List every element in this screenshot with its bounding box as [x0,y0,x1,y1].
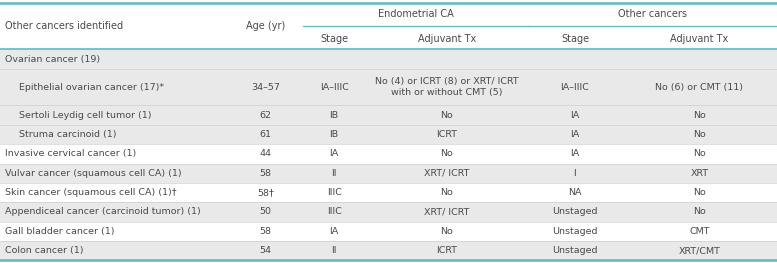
Text: 50: 50 [260,208,272,216]
Text: 61: 61 [260,130,272,139]
Text: Stage: Stage [320,34,348,44]
Text: Sertoli Leydig cell tumor (1): Sertoli Leydig cell tumor (1) [19,111,152,120]
Text: II: II [331,246,337,255]
Text: Ovarian cancer (19): Ovarian cancer (19) [5,54,100,64]
Text: Invasive cervical cancer (1): Invasive cervical cancer (1) [5,149,137,158]
Text: NA: NA [568,188,582,197]
Bar [0,69,777,105]
Text: I: I [573,169,577,178]
Text: Unstaged: Unstaged [552,246,598,255]
Text: CMT: CMT [689,227,709,236]
Text: IIIC: IIIC [326,208,342,216]
Bar [0,105,777,125]
Text: No: No [441,227,453,236]
Text: 62: 62 [260,111,272,120]
Text: Colon cancer (1): Colon cancer (1) [5,246,84,255]
Text: No (4) or ICRT (8) or XRT/ ICRT
with or without CMT (5): No (4) or ICRT (8) or XRT/ ICRT with or … [375,77,518,98]
Text: No: No [693,149,706,158]
Text: Other cancers identified: Other cancers identified [5,21,124,31]
Text: IA: IA [329,149,339,158]
Bar [0,222,777,241]
Bar [0,241,777,260]
Bar [0,125,777,144]
Text: 58†: 58† [257,188,274,197]
Bar [0,202,777,222]
Bar [0,49,777,69]
Text: IA: IA [329,227,339,236]
Text: XRT/CMT: XRT/CMT [678,246,720,255]
Text: 54: 54 [260,246,272,255]
Text: XRT/ ICRT: XRT/ ICRT [424,208,469,216]
Text: XRT: XRT [690,169,709,178]
Text: Unstaged: Unstaged [552,208,598,216]
Text: II: II [331,169,337,178]
Text: ICRT: ICRT [436,246,458,255]
Text: Age (yr): Age (yr) [246,21,285,31]
Text: Adjuvant Tx: Adjuvant Tx [671,34,728,44]
Text: ICRT: ICRT [436,130,458,139]
Text: IB: IB [329,130,339,139]
Text: Other cancers: Other cancers [618,9,687,19]
Bar [0,183,777,202]
Text: No: No [441,149,453,158]
Text: IA–IIIC: IA–IIIC [319,83,349,92]
Text: 44: 44 [260,149,272,158]
Text: Unstaged: Unstaged [552,227,598,236]
Text: IB: IB [329,111,339,120]
Text: Endometrial CA: Endometrial CA [378,9,454,19]
Text: Adjuvant Tx: Adjuvant Tx [418,34,476,44]
Text: Epithelial ovarian cancer (17)*: Epithelial ovarian cancer (17)* [19,83,165,92]
Text: IA: IA [570,111,580,120]
Text: IA: IA [570,130,580,139]
Text: IIIC: IIIC [326,188,342,197]
Text: XRT/ ICRT: XRT/ ICRT [424,169,469,178]
Text: No (6) or CMT (11): No (6) or CMT (11) [655,83,744,92]
Text: Struma carcinoid (1): Struma carcinoid (1) [19,130,117,139]
Text: IA: IA [570,149,580,158]
Text: No: No [441,111,453,120]
Text: Gall bladder cancer (1): Gall bladder cancer (1) [5,227,115,236]
Text: Vulvar cancer (squamous cell CA) (1): Vulvar cancer (squamous cell CA) (1) [5,169,182,178]
Text: 58: 58 [260,169,272,178]
Bar [0,164,777,183]
Text: Appendiceal cancer (carcinoid tumor) (1): Appendiceal cancer (carcinoid tumor) (1) [5,208,201,216]
Text: Stage: Stage [561,34,589,44]
Text: No: No [441,188,453,197]
Text: No: No [693,188,706,197]
Text: No: No [693,130,706,139]
Text: No: No [693,208,706,216]
Text: Skin cancer (squamous cell CA) (1)†: Skin cancer (squamous cell CA) (1)† [5,188,177,197]
Text: 34–57: 34–57 [251,83,280,92]
Text: No: No [693,111,706,120]
Bar [0,144,777,164]
Text: IA–IIIC: IA–IIIC [560,83,590,92]
Text: 58: 58 [260,227,272,236]
